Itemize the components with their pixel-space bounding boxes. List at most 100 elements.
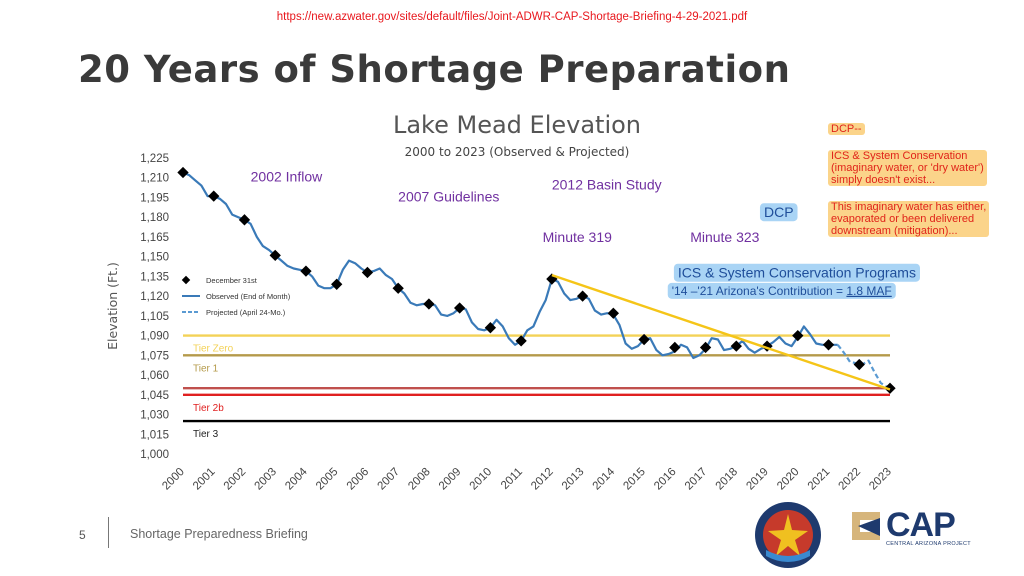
dec-31-marker	[300, 265, 312, 277]
dec-31-marker	[699, 341, 712, 354]
dec-31-marker	[515, 335, 527, 347]
annotation-label: 2012 Basin Study	[552, 177, 662, 193]
dec-31-marker	[884, 382, 896, 394]
threshold-label-tier-3: Tier 3	[193, 429, 219, 440]
dec-31-marker	[177, 166, 189, 179]
trend-line	[551, 273, 891, 391]
x-tick-label: 2014	[591, 465, 618, 492]
annotation-callout-bg	[673, 263, 920, 282]
x-tick-label: 2003	[253, 466, 280, 493]
chart-subtitle: 2000 to 2023 (Observed & Projected)	[404, 145, 630, 159]
dec-31-marker	[238, 214, 251, 226]
footer-divider	[108, 517, 109, 548]
threshold-label-tier-2b: Tier 2b	[193, 403, 224, 414]
x-tick-label: 2019	[744, 466, 771, 493]
dec-31-marker	[208, 190, 220, 202]
annotation-label: Minute 323	[690, 229, 759, 245]
note-dcp-text: DCP--	[831, 123, 862, 135]
chart-title: Lake Mead Elevation	[392, 111, 642, 139]
cap-logo-text: CAP	[886, 506, 956, 544]
adwr-seal-logo	[755, 502, 821, 568]
note-imag-line-2: evaporated or been delivered	[831, 213, 975, 225]
annotation-callout: '14 –'21 Arizona's Contribution = 1.8 MA…	[672, 284, 892, 298]
dec-31-marker	[576, 290, 589, 302]
note-imag-line-3: downstream (mitigation)...	[831, 225, 958, 237]
x-tick-label: 2007	[375, 466, 402, 493]
note-ics: ICS & System Conservation (imaginary wat…	[828, 150, 987, 186]
x-tick-label: 2008	[406, 466, 433, 493]
dec-31-marker	[269, 249, 281, 262]
threshold-label-tier-zero: Tier Zero	[193, 344, 234, 355]
legend-marker-dec31	[181, 275, 191, 285]
dec-31-marker	[331, 278, 343, 290]
y-tick-label: 1,135	[140, 271, 169, 283]
y-tick-label: 1,195	[140, 192, 169, 204]
x-tick-label: 2017	[683, 466, 710, 493]
y-tick-label: 1,060	[140, 370, 169, 382]
x-tick-label: 2009	[437, 466, 464, 493]
y-axis-label: Elevation (Ft.)	[105, 262, 120, 350]
slide-title: 20 Years of Shortage Preparation	[78, 48, 791, 91]
annotation-callout-bg	[667, 282, 896, 299]
cap-logo-subtitle: CENTRAL ARIZONA PROJECT	[886, 541, 971, 547]
y-tick-label: 1,000	[140, 449, 169, 461]
dec-31-marker	[853, 358, 865, 371]
dec-31-marker	[607, 307, 620, 319]
note-imaginary-water: This imaginary water has either, evapora…	[828, 201, 990, 237]
annotation-label: 2007 Guidelines	[398, 188, 499, 204]
source-url[interactable]: https://new.azwater.gov/sites/default/fi…	[276, 11, 748, 23]
x-tick-label: 2016	[652, 466, 679, 493]
y-tick-label: 1,030	[140, 410, 169, 422]
x-tick-label: 2015	[621, 466, 648, 493]
legend-label: December 31st	[206, 276, 258, 285]
x-tick-label: 2002	[222, 466, 249, 493]
x-tick-label: 2006	[345, 466, 372, 493]
x-tick-label: 2010	[468, 466, 495, 493]
x-tick-label: 2000	[160, 466, 187, 493]
annotation-label: Minute 319	[543, 229, 612, 245]
annotation-label: 2002 Inflow	[251, 169, 323, 185]
dec-31-marker	[822, 339, 835, 351]
dec-31-marker	[484, 322, 497, 334]
y-tick-label: 1,210	[140, 173, 169, 185]
note-ics-line-1: ICS & System Conservation	[831, 150, 968, 162]
y-tick-label: 1,105	[140, 311, 169, 323]
annotation-callout: DCP	[764, 204, 794, 220]
x-tick-label: 2023	[867, 466, 894, 493]
legend-label: Observed (End of Month)	[206, 292, 291, 301]
dec-31-marker	[453, 302, 466, 314]
dec-31-marker	[638, 333, 650, 346]
note-imag-line-1: This imaginary water has either,	[831, 201, 987, 213]
threshold-label-tier-1: Tier 1	[193, 363, 219, 374]
cap-logo-mark	[852, 512, 880, 540]
y-tick-label: 1,150	[140, 252, 169, 264]
note-dcp: DCP--	[828, 123, 865, 135]
dec-31-marker	[392, 282, 404, 294]
annotation-callout: ICS & System Conservation Programs	[678, 265, 916, 281]
y-tick-label: 1,090	[140, 331, 169, 343]
page-number: 5	[79, 528, 86, 542]
dec-31-marker	[669, 341, 681, 354]
note-ics-line-3: simply doesn't exist...	[831, 174, 936, 186]
dec-31-marker	[792, 329, 804, 342]
y-tick-label: 1,015	[140, 429, 169, 441]
legend-label: Projected (April 24-Mo.)	[206, 308, 286, 317]
y-tick-label: 1,120	[140, 291, 169, 303]
x-tick-label: 2020	[775, 466, 802, 493]
x-tick-label: 2004	[283, 465, 310, 492]
y-tick-label: 1,165	[140, 232, 169, 244]
dec-31-marker	[361, 266, 374, 279]
x-tick-label: 2012	[529, 466, 556, 493]
x-tick-label: 2011	[499, 466, 525, 492]
dec-31-marker	[730, 340, 742, 352]
footer-text: Shortage Preparedness Briefing	[130, 527, 308, 541]
x-tick-label: 2013	[560, 466, 587, 493]
y-tick-label: 1,180	[140, 212, 169, 224]
x-tick-label: 2021	[806, 466, 833, 493]
annotation-value: 1.8 MAF	[846, 284, 891, 298]
x-tick-label: 2018	[714, 466, 741, 493]
x-tick-label: 2005	[314, 466, 341, 493]
annotation-callout-bg	[759, 203, 798, 222]
x-tick-label: 2022	[837, 466, 864, 493]
